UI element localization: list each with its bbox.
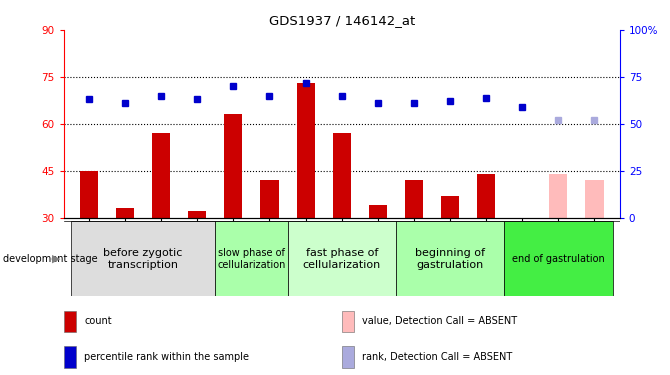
Bar	[152, 133, 170, 218]
Text: slow phase of
cellularization: slow phase of cellularization	[217, 248, 285, 270]
Bar	[116, 208, 134, 218]
Bar	[64, 310, 76, 332]
Bar	[287, 221, 396, 296]
Bar	[224, 114, 243, 218]
Bar	[80, 171, 98, 217]
Bar	[188, 211, 206, 217]
Text: value, Detection Call = ABSENT: value, Detection Call = ABSENT	[362, 316, 517, 326]
Bar	[71, 221, 215, 296]
Bar	[586, 180, 604, 218]
Text: beginning of
gastrulation: beginning of gastrulation	[415, 248, 485, 270]
Text: end of gastrulation: end of gastrulation	[512, 254, 605, 264]
Bar	[342, 310, 354, 332]
Bar	[342, 346, 354, 368]
Text: development stage: development stage	[3, 254, 98, 264]
Bar	[549, 174, 567, 217]
Bar	[369, 205, 387, 218]
Bar	[396, 221, 505, 296]
Bar	[505, 221, 612, 296]
Bar	[215, 221, 287, 296]
Bar	[477, 174, 495, 217]
Bar	[64, 346, 76, 368]
Text: ▶: ▶	[52, 254, 60, 264]
Bar	[405, 180, 423, 218]
Text: percentile rank within the sample: percentile rank within the sample	[84, 352, 249, 362]
Bar	[441, 196, 459, 217]
Text: rank, Detection Call = ABSENT: rank, Detection Call = ABSENT	[362, 352, 513, 362]
Text: count: count	[84, 316, 112, 326]
Text: before zygotic
transcription: before zygotic transcription	[103, 248, 183, 270]
Bar	[261, 180, 279, 218]
Bar	[333, 133, 350, 218]
Text: fast phase of
cellularization: fast phase of cellularization	[303, 248, 381, 270]
Title: GDS1937 / 146142_at: GDS1937 / 146142_at	[269, 15, 415, 27]
Bar	[297, 83, 315, 218]
